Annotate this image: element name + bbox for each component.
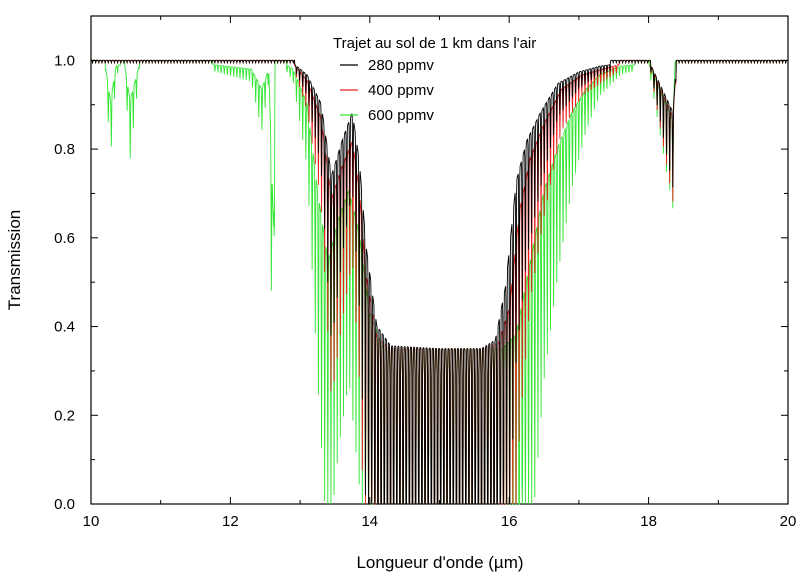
legend-items: 280 ppmv 400 ppmv 600 ppmv [340, 57, 434, 124]
x-axis-title: Longueur d'onde (µm) [356, 553, 523, 572]
y-axis-title: Transmission [5, 210, 24, 310]
y-tick-label: 0.6 [54, 230, 75, 247]
y-tick-label: 0.4 [54, 319, 75, 336]
legend-label: 600 ppmv [368, 107, 434, 124]
legend: Trajet au sol de 1 km dans l'air 280 ppm… [333, 35, 536, 124]
x-tick-label: 10 [83, 513, 100, 530]
y-tick-label: 0.0 [54, 496, 75, 513]
x-tick-label: 16 [501, 513, 518, 530]
series-280-ppmv [91, 59, 788, 505]
x-tick-label: 12 [222, 513, 239, 530]
x-tick-label: 14 [361, 513, 378, 530]
legend-label: 280 ppmv [368, 57, 434, 74]
y-tick-label: 0.8 [54, 141, 75, 158]
legend-title: Trajet au sol de 1 km dans l'air [333, 35, 536, 52]
series-line [91, 59, 788, 505]
series-layer [91, 59, 788, 505]
x-tick-label: 20 [780, 513, 797, 530]
y-tick-label: 0.2 [54, 407, 75, 424]
series-line [91, 59, 788, 505]
x-tick-label: 18 [640, 513, 657, 530]
plot-frame [90, 15, 789, 505]
legend-label: 400 ppmv [368, 82, 434, 99]
series-line [91, 59, 788, 505]
tick-layer: 10 12 14 16 18 20 0.0 0.2 0.4 0.6 0.8 1.0 [54, 15, 797, 530]
series-600-ppmv [91, 59, 788, 505]
y-tick-label: 1.0 [54, 52, 75, 69]
series-400-ppmv [91, 59, 788, 505]
